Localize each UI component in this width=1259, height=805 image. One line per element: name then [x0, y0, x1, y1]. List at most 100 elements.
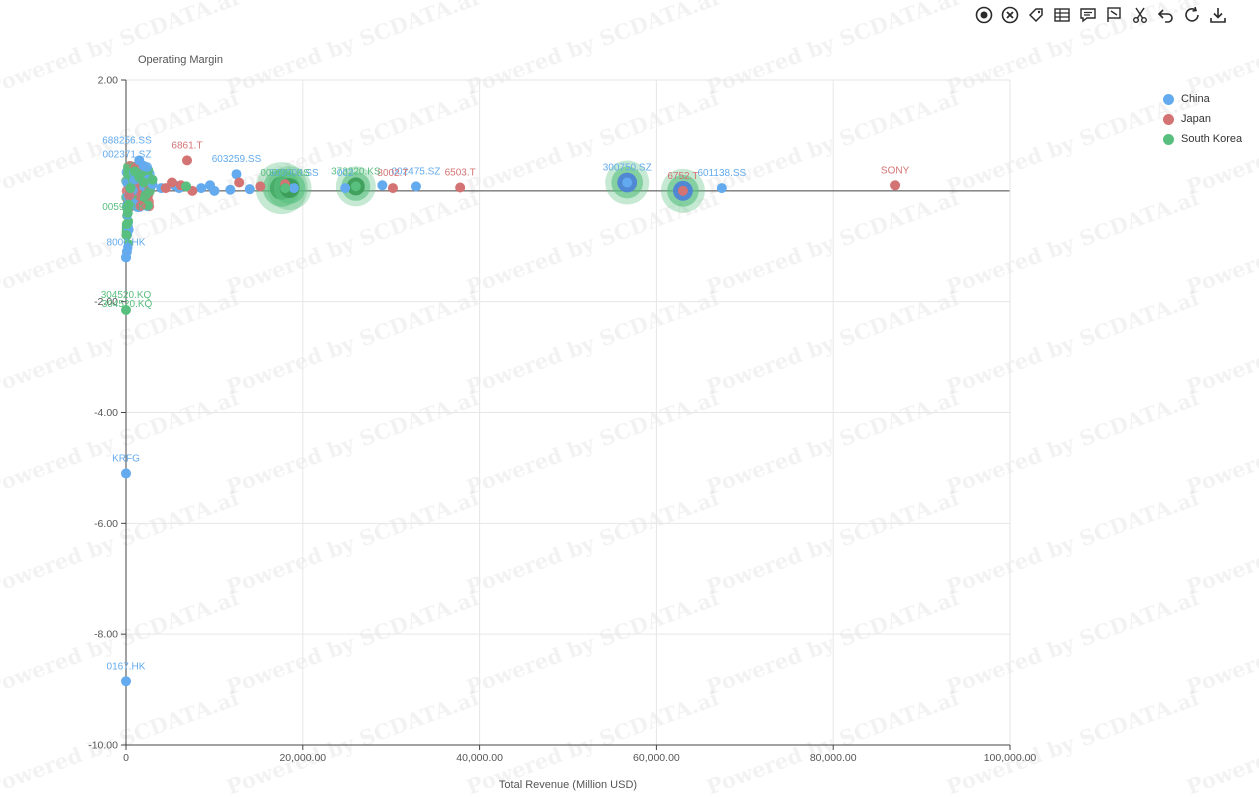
x-tick-label: 60,000.00	[633, 752, 680, 764]
x-tick-label: 100,000.00	[984, 752, 1037, 764]
watermark-text: Powered by SCDATA.ai	[0, 385, 242, 500]
legend-marker	[1163, 93, 1174, 105]
point-japan[interactable]	[387, 183, 398, 194]
cluster-point	[142, 200, 153, 211]
point-south-korea[interactable]	[147, 174, 158, 185]
chart-toolbar	[973, 4, 1229, 26]
watermark-text: Powered by SCDATA.ai	[703, 385, 962, 500]
watermark-text: Powered by SCDATA.ai	[463, 585, 722, 700]
point-label: 601138.SS	[697, 168, 746, 179]
axes: 0 20,000.00 40,000.00 60,000.00 80,000.00 100…	[88, 75, 1036, 765]
point-japan[interactable]	[255, 181, 266, 192]
legend-item-china[interactable]: China	[1163, 89, 1242, 109]
legend-item-japan[interactable]: Japan	[1163, 109, 1242, 129]
scissors-icon[interactable]	[1129, 4, 1151, 26]
watermark-text: Powered by SCDATA.ai	[703, 585, 962, 700]
point-china[interactable]	[231, 169, 242, 180]
point-china[interactable]	[377, 180, 388, 191]
watermark-text: Powered by SCDATA.ai	[463, 285, 722, 400]
point-south-korea[interactable]	[138, 177, 149, 188]
point-china[interactable]	[410, 181, 421, 192]
point-china[interactable]	[244, 184, 255, 195]
point-china[interactable]	[340, 183, 351, 194]
point-japan[interactable]	[234, 177, 245, 188]
watermark-text: Powered by SCDATA.ai	[0, 585, 242, 700]
point-china[interactable]	[225, 184, 236, 195]
point-south-korea[interactable]	[121, 304, 131, 315]
clear-icon[interactable]	[999, 4, 1021, 26]
flag-icon[interactable]	[1103, 4, 1125, 26]
watermark-text: Powered by SCDATA.ai	[0, 685, 242, 800]
point-label: 304520.KQ	[102, 299, 153, 310]
point-china[interactable]	[716, 183, 727, 194]
legend-item-south-korea[interactable]: South Korea	[1163, 129, 1242, 149]
watermark-text: Powered by SCDATA.ai	[703, 85, 962, 200]
watermark-text: Powered by SCDATA.ai	[0, 485, 242, 600]
point-china[interactable]	[209, 185, 220, 196]
point-japan[interactable]	[677, 185, 688, 196]
point-south-korea[interactable]	[122, 208, 133, 218]
watermark-text: Powered by SCDATA.ai	[943, 385, 1202, 500]
point-japan[interactable]	[181, 155, 192, 166]
y-tick-label: 2.00	[98, 75, 119, 87]
y-tick-label: -8.00	[94, 629, 118, 641]
point-china[interactable]	[196, 183, 207, 194]
point-china[interactable]	[121, 252, 131, 263]
point-south-korea[interactable]	[125, 183, 136, 194]
point-south-korea[interactable]	[121, 230, 132, 241]
watermark-text: Powered by SCDATA.ai	[1183, 0, 1259, 100]
table-icon[interactable]	[1051, 4, 1073, 26]
points-layer	[121, 155, 901, 687]
point-south-korea[interactable]	[123, 199, 134, 210]
point-china[interactable]	[288, 183, 299, 194]
point-south-korea[interactable]	[350, 181, 361, 192]
point-label: 002475.SZ	[391, 166, 440, 177]
point-label: 002	[337, 168, 354, 179]
refresh-icon[interactable]	[1181, 4, 1203, 26]
point-china[interactable]	[121, 468, 131, 479]
x-tick-label: 20,000.00	[279, 752, 326, 764]
focus-icon[interactable]	[973, 4, 995, 26]
point-japan[interactable]	[455, 182, 466, 193]
legend-label: Japan	[1181, 113, 1211, 125]
watermark-text: Powered by SCDATA.ai	[703, 285, 962, 400]
point-label: 6752.T	[667, 171, 698, 182]
y-axis-label: Operating Margin	[138, 54, 223, 66]
legend-label: China	[1181, 93, 1210, 105]
watermark-text: Powered by SCDATA.ai	[943, 685, 1202, 800]
point-label: 603259.SS	[212, 154, 262, 165]
point-south-korea[interactable]	[181, 181, 192, 192]
point-china[interactable]	[138, 160, 149, 171]
undo-icon[interactable]	[1155, 4, 1177, 26]
point-label: 373220.KS	[331, 166, 381, 177]
watermark-text: Powered by SCDATA.ai	[943, 485, 1202, 600]
y-tick-label: -4.00	[94, 407, 118, 419]
chart-legend: China Japan South Korea	[1163, 89, 1242, 149]
watermark-text: Powered by SCDATA.ai	[943, 185, 1202, 300]
watermark-text: Powered by SCDATA.ai	[223, 685, 482, 800]
point-south-korea[interactable]	[121, 219, 132, 230]
cluster-point	[135, 200, 146, 211]
watermark-text: Powered by SCDATA.ai	[463, 385, 722, 500]
label-layer: 002 002475.SZ 300750.SZ 601138.SS 600000.SS 6…	[101, 136, 910, 673]
x-axis-label: Total Revenue (Million USD)	[499, 779, 637, 791]
watermark-text: Powered by SCDATA.ai	[943, 0, 1202, 100]
point-label: 8000.HK	[107, 237, 146, 248]
watermark-text: Powered by SCDATA.ai	[223, 585, 482, 700]
tag-icon[interactable]	[1025, 4, 1047, 26]
point-label: SONY	[881, 165, 910, 176]
watermark-text: Powered by SCDATA.ai	[703, 0, 962, 100]
point-south-korea[interactable]	[280, 183, 291, 194]
download-icon[interactable]	[1207, 4, 1229, 26]
comment-icon[interactable]	[1077, 4, 1099, 26]
point-china[interactable]	[622, 177, 633, 188]
point-japan[interactable]	[166, 177, 177, 188]
point-china[interactable]	[121, 676, 131, 687]
point-japan[interactable]	[890, 180, 901, 191]
watermark-text: Powered by SCDATA.ai	[223, 0, 482, 100]
x-tick-label: 80,000.00	[810, 752, 857, 764]
watermark-text: Powered by SCDATA.ai	[703, 685, 962, 800]
watermark-text: Powered by SCDATA.ai	[0, 0, 242, 100]
watermark-text: Powered by SCDATA.ai	[463, 485, 722, 600]
